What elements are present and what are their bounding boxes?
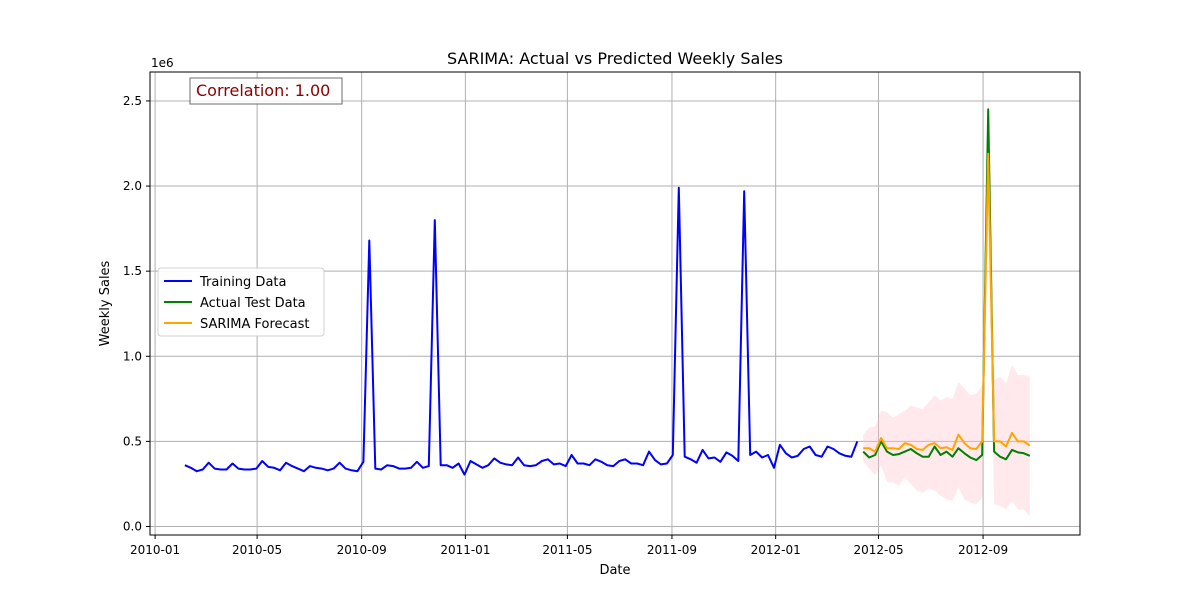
series-line-actual-test xyxy=(862,108,1031,462)
plot-frame xyxy=(149,71,1081,536)
chart-title: SARIMA: Actual vs Predicted Weekly Sales xyxy=(447,49,783,68)
y-tick-label: 0.0 xyxy=(123,519,142,533)
x-tick-label: 2011-01 xyxy=(440,543,490,557)
series-line-forecast xyxy=(863,152,1031,453)
correlation-text: Correlation: 1.00 xyxy=(196,81,330,100)
x-tick-label: 2012-01 xyxy=(751,543,801,557)
y-tick-label: 1.5 xyxy=(123,264,142,278)
legend-label-actual-test: Actual Test Data xyxy=(200,296,306,311)
y-tick-label: 0.5 xyxy=(123,434,142,448)
y-tick-label: 2.0 xyxy=(123,179,142,193)
y-tick-label: 2.5 xyxy=(123,94,142,108)
x-tick-label: 2011-09 xyxy=(647,543,697,557)
series-line-training xyxy=(184,186,859,476)
x-tick-label: 2012-05 xyxy=(853,543,903,557)
correlation-annotation: Correlation: 1.00 xyxy=(189,77,343,105)
legend-box xyxy=(157,267,325,337)
grid xyxy=(150,72,1080,535)
legend-label-forecast: SARIMA Forecast xyxy=(200,317,310,332)
y-offset-label: 1e6 xyxy=(151,56,174,70)
ticks: 2010-01 2010-05 2010-09 2011-01 2011-05 2011-… xyxy=(123,94,1008,557)
x-axis-label: Date xyxy=(599,563,630,578)
y-axis-label: Weekly Sales xyxy=(98,260,113,346)
legend: Training Data Actual Test Data SARIMA Fo… xyxy=(157,267,325,337)
x-tick-label: 2010-05 xyxy=(232,543,282,557)
correlation-box xyxy=(189,77,343,105)
y-tick-label: 1.0 xyxy=(123,349,142,363)
x-tick-label: 2010-09 xyxy=(337,543,387,557)
series-layer xyxy=(184,108,1031,476)
legend-label-training: Training Data xyxy=(199,275,286,290)
x-tick-label: 2011-05 xyxy=(542,543,592,557)
x-tick-label: 2010-01 xyxy=(130,543,180,557)
x-tick-label: 2012-09 xyxy=(958,543,1008,557)
